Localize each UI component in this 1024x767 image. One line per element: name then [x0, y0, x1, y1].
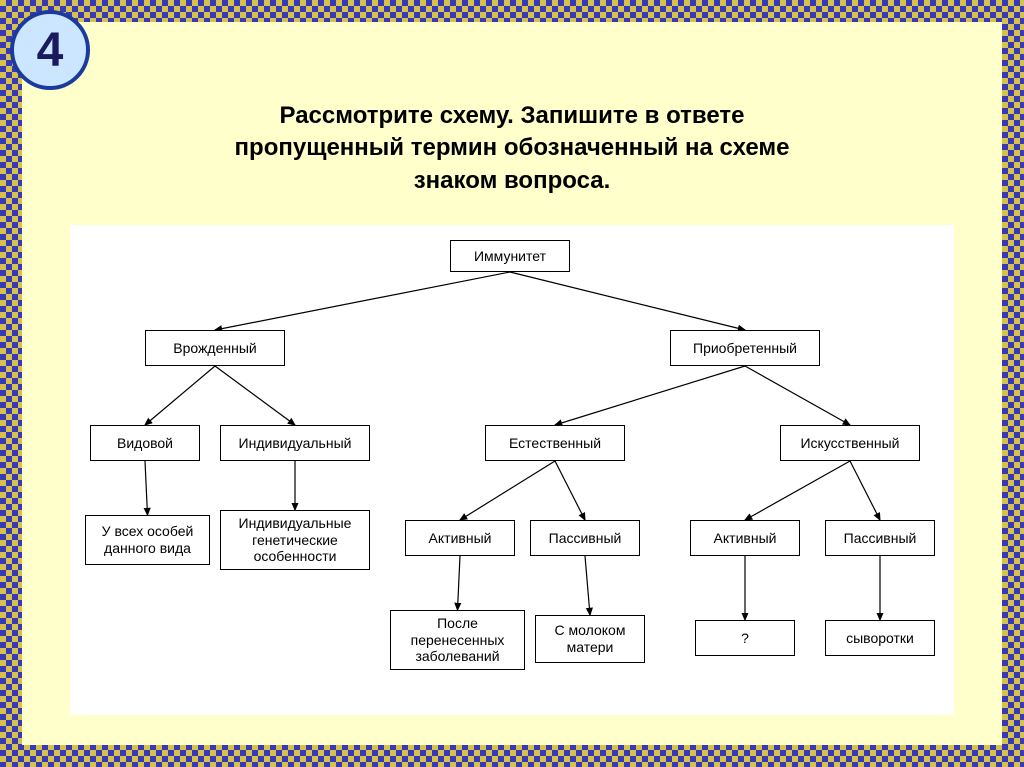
title-line-2: пропущенный термин обозначенный на схеме: [50, 132, 974, 164]
tree-diagram: Иммунитет Врожденный Приобретенный Видовой И…: [70, 225, 954, 715]
tree-node: сыворотки: [825, 620, 935, 656]
tree-node: У всех особей данного вида: [85, 515, 210, 565]
tree-edge: [145, 461, 148, 515]
tree-node: Индивидуальный: [220, 425, 370, 461]
tree-edge: [458, 556, 461, 610]
title-line-1: Рассмотрите схему. Запишите в ответе: [50, 100, 974, 132]
slide-title: Рассмотрите схему. Запишите в ответе про…: [50, 100, 974, 197]
tree-edge: [850, 461, 880, 520]
tree-node: С молоком матери: [535, 615, 645, 663]
tree-node: Приобретенный: [670, 330, 820, 366]
tree-node: Пассивный: [530, 520, 640, 556]
tree-edge: [745, 461, 850, 520]
tree-edge: [555, 461, 585, 520]
tree-node: Активный: [690, 520, 800, 556]
tree-node: Искусственный: [780, 425, 920, 461]
tree-node: Иммунитет: [450, 240, 570, 272]
slide-number: 4: [37, 23, 64, 78]
tree-edge: [555, 366, 745, 425]
tree-edge: [585, 556, 590, 615]
tree-node: Индивидуальные генетические особенности: [220, 510, 370, 570]
title-line-3: знаком вопроса.: [50, 165, 974, 197]
tree-node: Активный: [405, 520, 515, 556]
tree-edge: [745, 366, 850, 425]
tree-edge: [145, 366, 215, 425]
tree-edge: [510, 272, 745, 330]
tree-edge: [215, 366, 295, 425]
tree-node: ?: [695, 620, 795, 656]
tree-node: Врожденный: [145, 330, 285, 366]
tree-node: Естественный: [485, 425, 625, 461]
slide-number-badge: 4: [10, 10, 90, 90]
tree-node: Пассивный: [825, 520, 935, 556]
tree-node: Видовой: [90, 425, 200, 461]
tree-edge: [460, 461, 555, 520]
tree-node: После перенесенных заболеваний: [390, 610, 525, 670]
tree-edge: [215, 272, 510, 330]
